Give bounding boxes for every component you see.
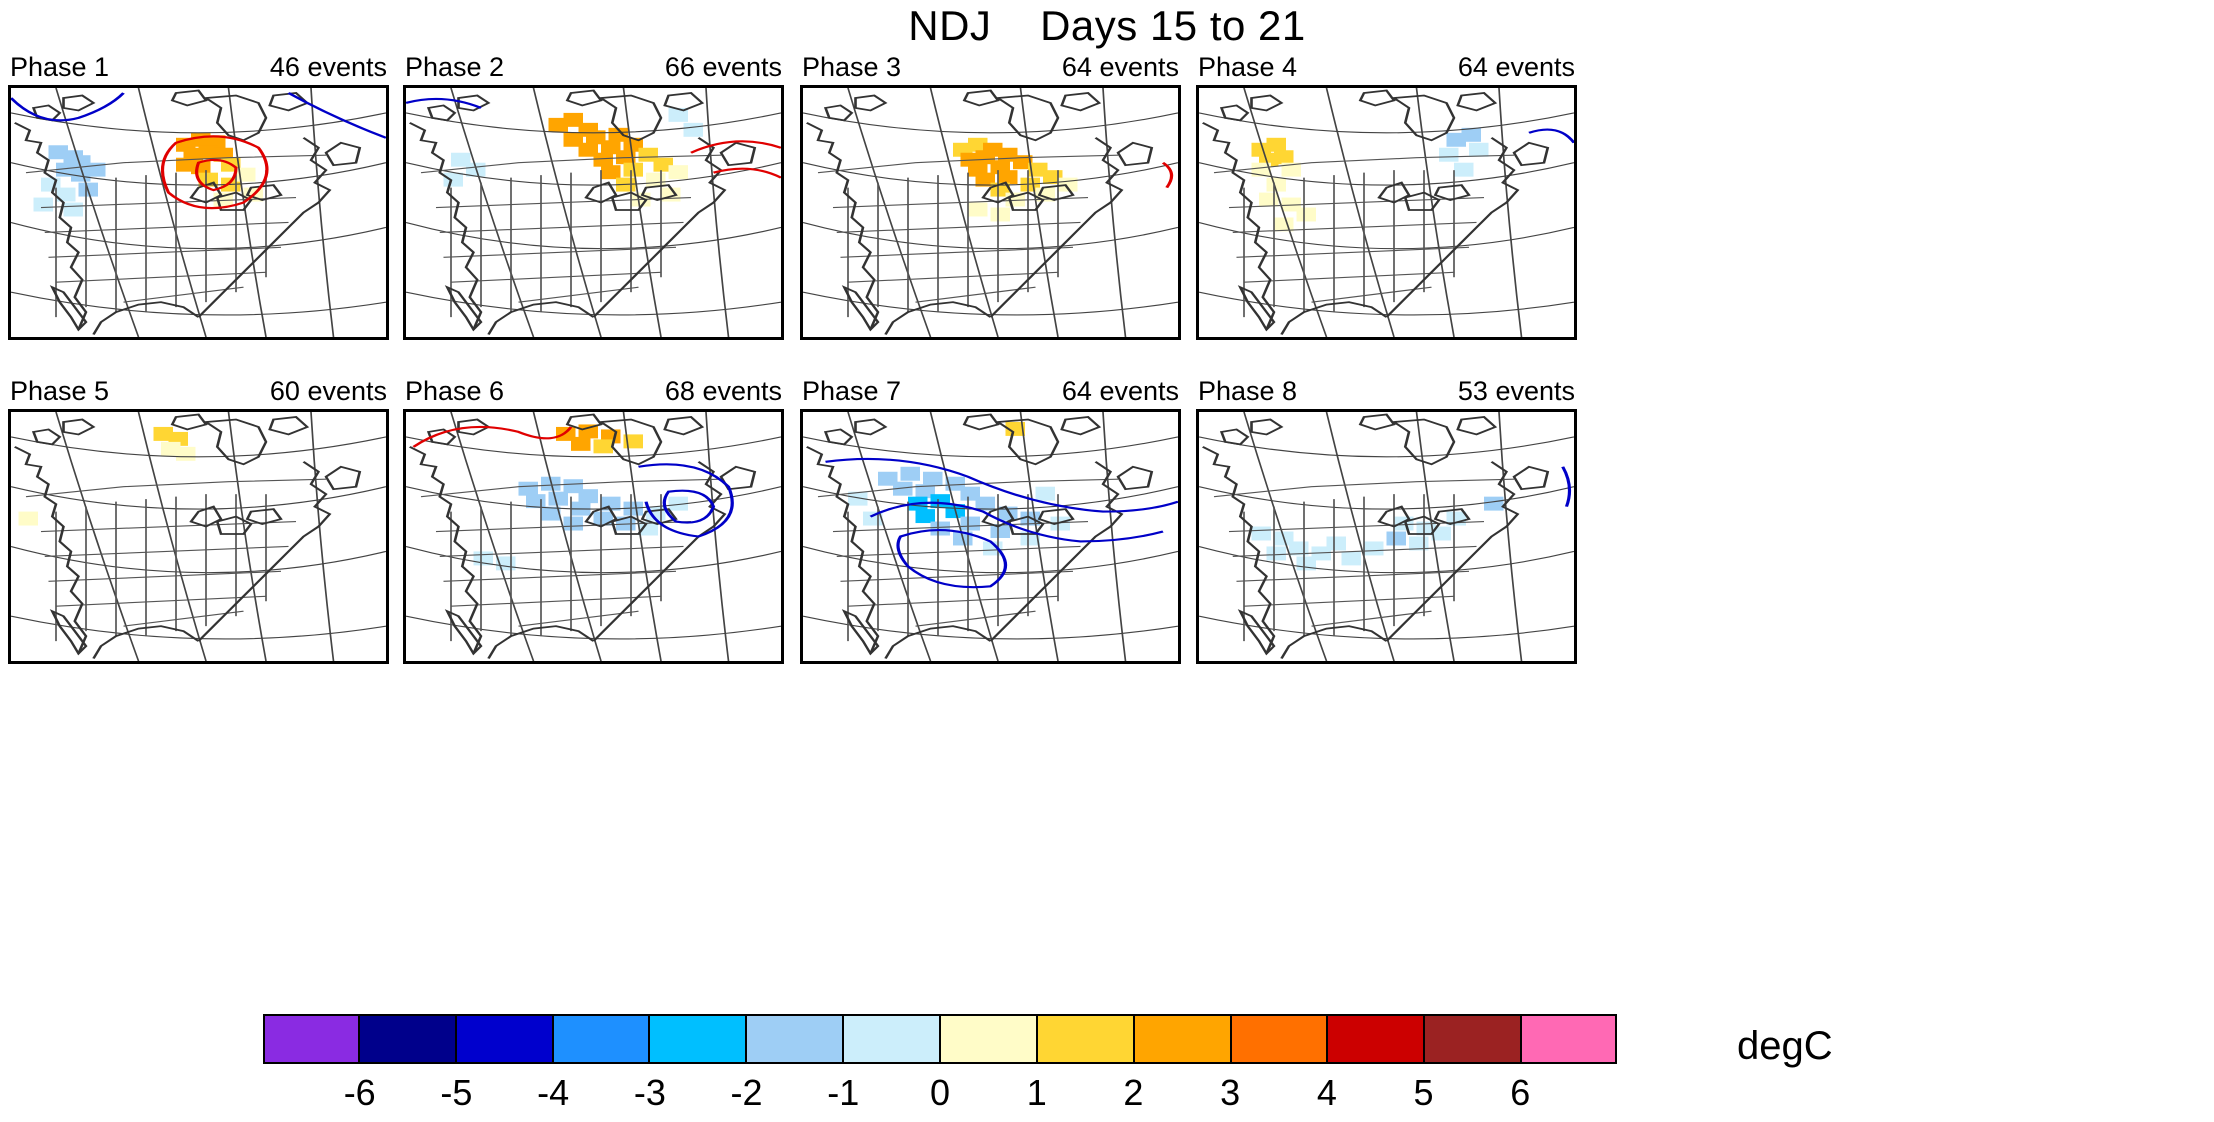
panel-frame: [8, 409, 389, 664]
coastline-layer: [1201, 413, 1550, 659]
colorbar-tick-5: 5: [1413, 1072, 1434, 1113]
map-canvas-phase-8: [1199, 412, 1574, 661]
border-layer: [1213, 478, 1515, 642]
shading-layer: [443, 107, 703, 207]
graticule-layer: [406, 88, 781, 337]
map-panel-phase-3: Phase 3 64 events: [800, 52, 1181, 340]
panel-title-phase-6: Phase 6: [405, 376, 505, 406]
contour-layer: [1528, 128, 1574, 144]
colorbar-cell-9: [1132, 1014, 1230, 1064]
colorbar-cell-5: [745, 1014, 843, 1064]
panel-frame: [800, 409, 1181, 664]
colorbar-cell-7: [939, 1014, 1036, 1064]
figure-title: NDJ Days 15 to 21: [908, 2, 1306, 49]
map-canvas-phase-1: [11, 88, 386, 337]
colorbar-cell-11: [1326, 1014, 1424, 1064]
panel-title-phase-4: Phase 4: [1198, 52, 1298, 82]
colorbar-cell-1: [357, 1014, 455, 1064]
colorbar-tick--5: -5: [440, 1072, 473, 1113]
panel-title-phase-5: Phase 5: [10, 376, 110, 406]
colorbar-cell-10: [1229, 1014, 1327, 1064]
colorbar-tick-4: 4: [1316, 1072, 1337, 1113]
colorbar-cell-0: [263, 1014, 358, 1064]
panel-events-phase-8: 53 events: [1457, 376, 1575, 406]
colorbar-cell-2: [454, 1014, 552, 1064]
colorbar-tick--4: -4: [537, 1072, 570, 1113]
colorbar-tick--2: -2: [730, 1072, 763, 1113]
colorbar-tick-0: 0: [929, 1072, 951, 1113]
contour-layer: [11, 92, 386, 210]
map-panel-phase-7: Phase 7 64 events: [800, 376, 1181, 664]
coastline-layer: [805, 413, 1154, 659]
panel-frame: [1196, 409, 1577, 664]
graticule-layer: [406, 412, 781, 661]
panel-frame: [8, 85, 389, 340]
border-layer: [25, 154, 327, 318]
panel-events-phase-5: 60 events: [269, 376, 387, 406]
border-layer: [420, 154, 722, 318]
shading-layer: [18, 426, 196, 526]
coastline-layer: [13, 413, 362, 659]
map-panel-phase-6: Phase 6 68 events: [403, 376, 784, 664]
panel-events-phase-4: 64 events: [1457, 52, 1575, 82]
border-layer: [817, 154, 1119, 318]
panel-events-phase-7: 64 events: [1061, 376, 1179, 406]
map-canvas-phase-4: [1199, 88, 1574, 337]
map-panel-phase-4: Phase 4 64 events: [1196, 52, 1577, 340]
graticule-layer: [1199, 88, 1574, 337]
colorbar-unit-label: degC: [1737, 1024, 1833, 1068]
map-canvas-phase-6: [406, 412, 781, 661]
contour-layer: [406, 97, 781, 179]
map-panel-phase-8: Phase 8 53 events: [1196, 376, 1577, 664]
contour-layer: [412, 425, 734, 538]
contour-layer: [1561, 466, 1572, 507]
panel-events-phase-3: 64 events: [1061, 52, 1179, 82]
colorbar-cell-4: [648, 1014, 746, 1064]
panel-events-phase-1: 46 events: [269, 52, 387, 82]
border-layer: [817, 478, 1119, 642]
colorbar-cell-8: [1035, 1014, 1133, 1064]
panel-frame: [1196, 85, 1577, 340]
panel-frame: [403, 409, 784, 664]
panel-title-phase-7: Phase 7: [802, 376, 902, 406]
colorbar: [263, 1014, 1618, 1064]
map-panel-phase-1: Phase 1 46 events: [8, 52, 389, 340]
map-canvas-phase-5: [11, 412, 386, 661]
contour-layer: [825, 457, 1178, 589]
colorbar-cell-13: [1520, 1014, 1618, 1064]
panel-events-phase-2: 66 events: [664, 52, 782, 82]
coastline-layer: [1201, 89, 1550, 335]
panel-frame: [800, 85, 1181, 340]
panel-title-phase-2: Phase 2: [405, 52, 505, 82]
panel-events-phase-6: 68 events: [664, 376, 782, 406]
contour-layer: [1161, 161, 1174, 189]
colorbar-cell-3: [551, 1014, 649, 1064]
map-panel-phase-5: Phase 5 60 events: [8, 376, 389, 664]
map-canvas-phase-2: [406, 88, 781, 337]
coastline-layer: [13, 89, 362, 335]
colorbar-tick-6: 6: [1510, 1072, 1531, 1113]
coastline-layer: [408, 89, 757, 335]
colorbar-tick-1: 1: [1026, 1072, 1047, 1113]
panel-title-phase-3: Phase 3: [802, 52, 902, 82]
graticule-layer: [11, 412, 386, 661]
coastline-layer: [805, 89, 1154, 335]
colorbar-tick--1: -1: [827, 1072, 860, 1113]
colorbar-tick-3: 3: [1220, 1072, 1241, 1113]
colorbar-cell-6: [842, 1014, 940, 1064]
colorbar-tick-2: 2: [1123, 1072, 1144, 1113]
map-panel-phase-2: Phase 2 66 events: [403, 52, 784, 340]
panel-title-phase-8: Phase 8: [1198, 376, 1298, 406]
border-layer: [1213, 154, 1515, 318]
map-canvas-phase-3: [803, 88, 1178, 337]
colorbar-cell-12: [1423, 1014, 1521, 1064]
colorbar-tick--6: -6: [343, 1072, 376, 1113]
border-layer: [420, 478, 722, 642]
colorbar-tick--3: -3: [633, 1072, 666, 1113]
panel-frame: [403, 85, 784, 340]
map-canvas-phase-7: [803, 412, 1178, 661]
panel-title-phase-1: Phase 1: [10, 52, 110, 82]
graticule-layer: [1199, 412, 1574, 661]
